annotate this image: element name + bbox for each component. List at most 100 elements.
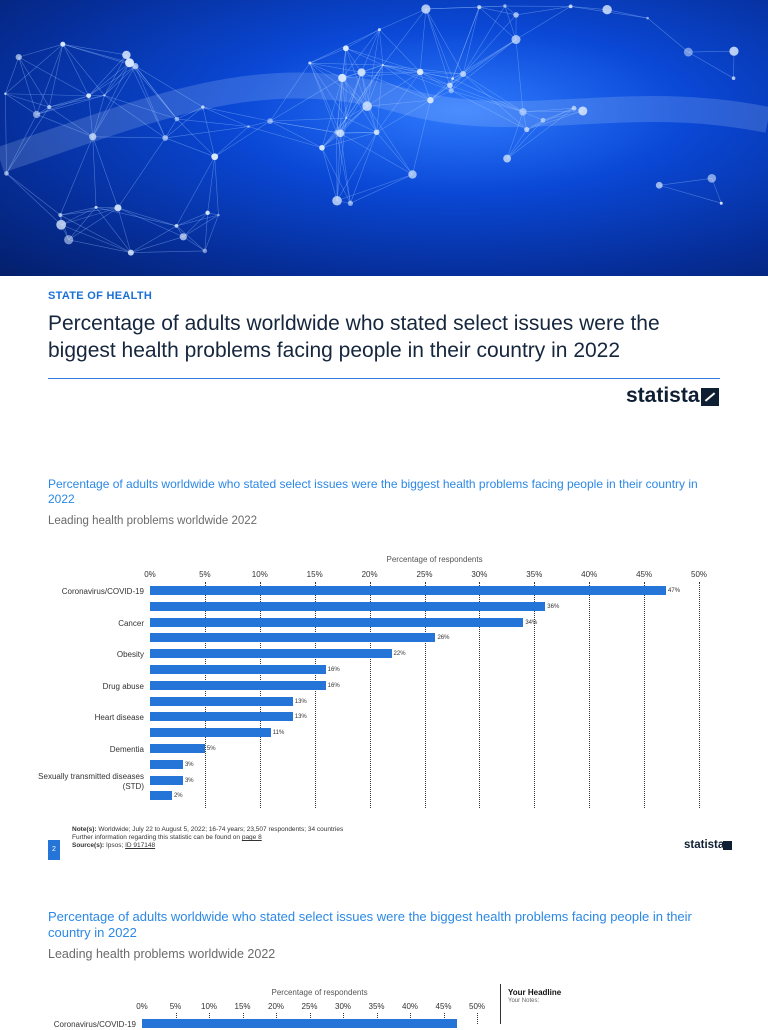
network-node xyxy=(447,83,453,89)
bar-value-label: 34% xyxy=(525,620,537,626)
network-node xyxy=(56,220,66,230)
network-node xyxy=(378,28,381,31)
note-text: Worldwide; July 22 to August 5, 2022; 16… xyxy=(98,826,343,833)
x-tick-label: 50% xyxy=(469,1002,485,1011)
network-node xyxy=(646,17,649,20)
bar-value-label: 2% xyxy=(174,793,183,799)
network-node xyxy=(180,233,187,240)
bar xyxy=(150,697,293,706)
x-tick-label: 5% xyxy=(199,570,211,579)
x-tick-label: 50% xyxy=(691,570,707,579)
x-tick-label: 35% xyxy=(526,570,542,579)
network-node xyxy=(503,4,506,7)
network-node xyxy=(16,54,22,60)
bar xyxy=(150,791,172,800)
network-node xyxy=(114,204,121,211)
bar-value-label: 13% xyxy=(295,714,307,720)
network-node xyxy=(203,249,208,254)
gridline xyxy=(205,582,206,808)
bar-value-label: 36% xyxy=(547,604,559,610)
network-node xyxy=(374,129,380,135)
network-node xyxy=(60,42,65,47)
bar-value-label: 11% xyxy=(273,730,285,736)
x-tick-label: 30% xyxy=(335,1002,351,1011)
network-node xyxy=(86,93,91,98)
category-label: Cancer xyxy=(24,619,144,629)
gridline xyxy=(534,582,535,808)
bar-value-label: 16% xyxy=(328,667,340,673)
network-node xyxy=(33,111,40,118)
side-headline: Your Headline xyxy=(508,988,561,997)
source-label: Source(s): xyxy=(72,842,104,849)
x-tick-label: 20% xyxy=(268,1002,284,1011)
network-node xyxy=(720,202,723,205)
network-node xyxy=(513,12,519,18)
gridline xyxy=(425,582,426,808)
gridline xyxy=(479,582,480,808)
network-node xyxy=(708,174,717,183)
network-node xyxy=(205,211,209,215)
x-tick-label: 40% xyxy=(402,1002,418,1011)
x-tick-label: 35% xyxy=(368,1002,384,1011)
source-id-link[interactable]: ID 917148 xyxy=(125,842,155,849)
network-node xyxy=(602,5,611,14)
source-text: Ipsos; xyxy=(106,842,123,849)
bar-value-label: 16% xyxy=(328,683,340,689)
network-node xyxy=(408,170,416,178)
network-node xyxy=(319,145,325,151)
bar xyxy=(150,618,523,627)
hero-image xyxy=(0,0,768,276)
bar-value-label: 3% xyxy=(185,778,194,784)
category-label: Coronavirus/COVID-19 xyxy=(24,587,144,597)
network-node xyxy=(684,48,693,57)
bar-value-label: 3% xyxy=(185,762,194,768)
network-node xyxy=(175,224,179,228)
further-info-link[interactable]: page 8 xyxy=(242,834,262,841)
network-node xyxy=(128,250,134,256)
bar-value-label: 5% xyxy=(207,746,216,752)
page-number: 2 xyxy=(48,840,60,860)
network-node xyxy=(524,127,529,132)
gridline xyxy=(644,582,645,808)
network-node xyxy=(334,130,339,135)
network-node xyxy=(569,5,573,9)
network-node xyxy=(58,213,62,217)
bar-value-label: 13% xyxy=(295,699,307,705)
network-node xyxy=(348,201,353,206)
network-node xyxy=(308,62,311,65)
network-node xyxy=(449,88,454,93)
network-node xyxy=(211,153,218,160)
x-tick-label: 30% xyxy=(471,570,487,579)
title-divider xyxy=(48,378,720,379)
x-tick-label: 45% xyxy=(636,570,652,579)
gridline xyxy=(315,582,316,808)
bar xyxy=(150,744,205,753)
bar xyxy=(150,760,183,769)
network-node xyxy=(175,117,180,122)
network-node xyxy=(103,94,105,96)
x-tick-label: 0% xyxy=(136,1002,148,1011)
x-tick-label: 45% xyxy=(435,1002,451,1011)
network-node xyxy=(382,64,384,66)
bar xyxy=(150,649,392,658)
gridline xyxy=(260,582,261,808)
category-label: Drug abuse xyxy=(24,682,144,692)
network-node xyxy=(358,68,366,76)
bar xyxy=(150,681,326,690)
bar xyxy=(150,712,293,721)
x-tick-label: 25% xyxy=(416,570,432,579)
x-tick-label: 10% xyxy=(252,570,268,579)
network-node xyxy=(267,118,273,124)
x-tick-label: 10% xyxy=(201,1002,217,1011)
network-node xyxy=(511,35,520,44)
category-label: Dementia xyxy=(24,745,144,755)
sidebar-divider xyxy=(500,984,501,1024)
network-node xyxy=(247,125,250,128)
x-axis-title: Percentage of respondents xyxy=(272,988,368,997)
statista-logo-icon xyxy=(701,388,719,406)
category-label: Sexually transmitted diseases (STD) xyxy=(24,772,144,792)
statista-logo: statista xyxy=(626,384,700,408)
network-node xyxy=(477,5,481,9)
network-node xyxy=(656,182,663,189)
x-axis-title: Percentage of respondents xyxy=(387,555,483,564)
